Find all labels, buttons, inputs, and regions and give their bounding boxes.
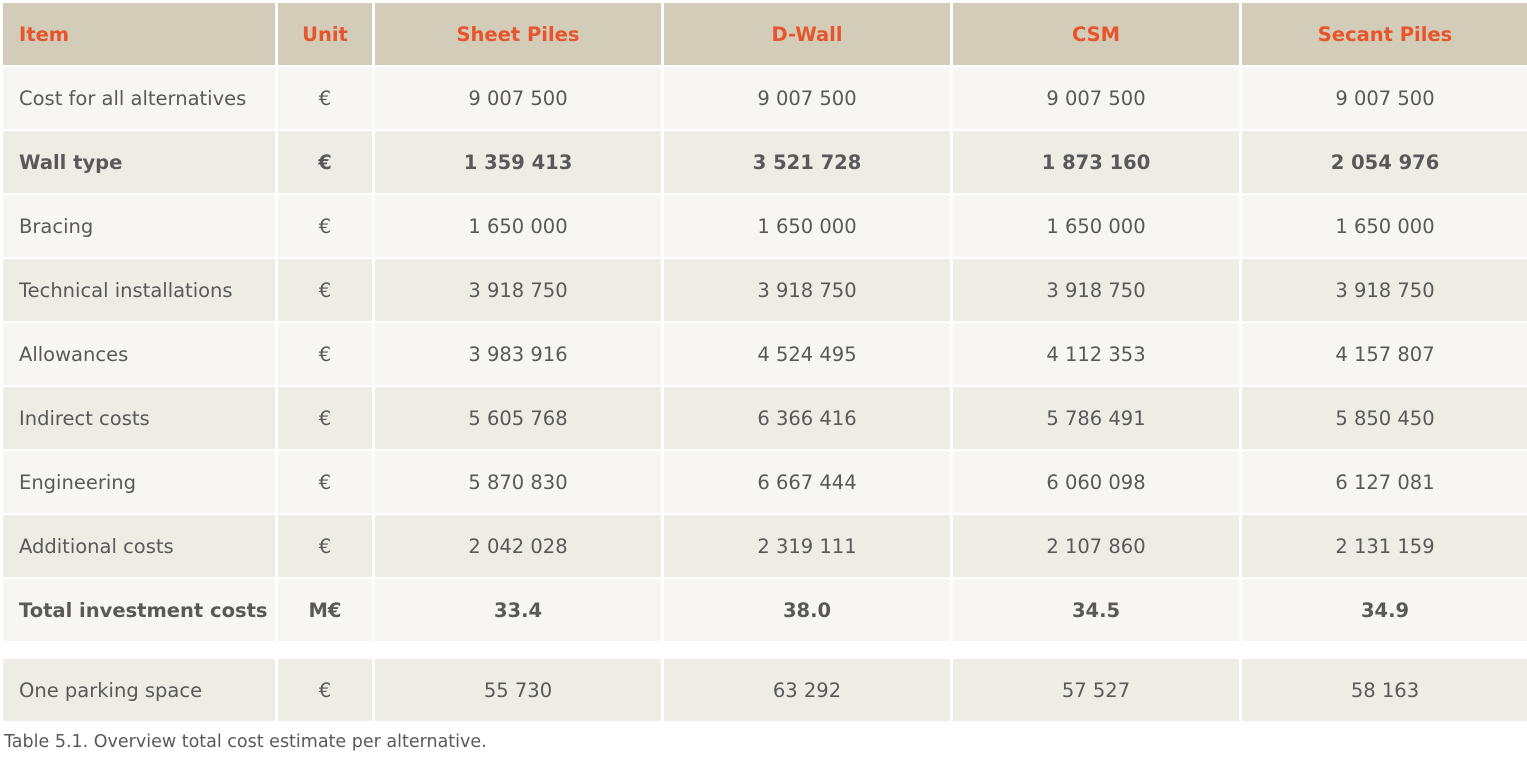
header-unit: Unit bbox=[278, 3, 372, 65]
table-caption: Table 5.1. Overview total cost estimate … bbox=[4, 732, 487, 752]
row-value-cell: 3 918 750 bbox=[1242, 259, 1527, 321]
row-value-cell: 1 650 000 bbox=[375, 195, 661, 257]
row-value-cell: 1 650 000 bbox=[1242, 195, 1527, 257]
row-value-cell: 3 983 916 bbox=[375, 323, 661, 385]
row-item-label: One parking space bbox=[3, 659, 275, 721]
row-value-cell: 2 054 976 bbox=[1242, 131, 1527, 193]
table-header-row: Item Unit Sheet Piles D-Wall CSM Secant … bbox=[3, 3, 1527, 65]
row-value-cell: 6 667 444 bbox=[664, 451, 950, 513]
row-value-cell: 9 007 500 bbox=[375, 67, 661, 129]
row-value-cell: 5 850 450 bbox=[1242, 387, 1527, 449]
row-item-label: Total investment costs bbox=[3, 579, 275, 641]
spacer-cell bbox=[1242, 643, 1527, 657]
table-row: Cost for all alternatives €9 007 500 9 007… bbox=[3, 67, 1527, 129]
row-value-cell: 1 650 000 bbox=[953, 195, 1239, 257]
row-value-cell: 6 366 416 bbox=[664, 387, 950, 449]
row-value-cell: 57 527 bbox=[953, 659, 1239, 721]
table-row: Total investment costs M€ 33.4 38.0 34.5 34.9 bbox=[3, 579, 1527, 641]
row-unit: € bbox=[278, 195, 372, 257]
row-value-cell: 5 605 768 bbox=[375, 387, 661, 449]
row-value-cell: 1 359 413 bbox=[375, 131, 661, 193]
row-unit: € bbox=[278, 659, 372, 721]
table-row: Allowances €3 983 916 4 524 495 4 112 353 4 … bbox=[3, 323, 1527, 385]
header-sheet-piles: Sheet Piles bbox=[375, 3, 661, 65]
row-value-cell: 6 060 098 bbox=[953, 451, 1239, 513]
row-value-cell: 3 918 750 bbox=[664, 259, 950, 321]
spacer-cell bbox=[3, 643, 275, 657]
table-row: Additional costs €2 042 028 2 319 111 2 107… bbox=[3, 515, 1527, 577]
row-unit: € bbox=[278, 131, 372, 193]
row-value-cell: 5 870 830 bbox=[375, 451, 661, 513]
row-value-cell: 38.0 bbox=[664, 579, 950, 641]
row-value-cell: 63 292 bbox=[664, 659, 950, 721]
row-unit: € bbox=[278, 259, 372, 321]
row-item-label: Allowances bbox=[3, 323, 275, 385]
row-value-cell: 3 918 750 bbox=[375, 259, 661, 321]
row-unit: M€ bbox=[278, 579, 372, 641]
row-item-label: Indirect costs bbox=[3, 387, 275, 449]
row-value-cell: 2 131 159 bbox=[1242, 515, 1527, 577]
row-item-label: Technical installations bbox=[3, 259, 275, 321]
row-value-cell: 1 650 000 bbox=[664, 195, 950, 257]
row-value-cell: 33.4 bbox=[375, 579, 661, 641]
header-csm: CSM bbox=[953, 3, 1239, 65]
row-value-cell: 4 112 353 bbox=[953, 323, 1239, 385]
row-item-label: Engineering bbox=[3, 451, 275, 513]
spacer-cell bbox=[278, 643, 372, 657]
row-item-label: Additional costs bbox=[3, 515, 275, 577]
table-row: Technical installations €3 918 750 3 918 7… bbox=[3, 259, 1527, 321]
table-row: Indirect costs €5 605 768 6 366 416 5 786 4… bbox=[3, 387, 1527, 449]
row-unit: € bbox=[278, 323, 372, 385]
row-unit: € bbox=[278, 451, 372, 513]
row-unit: € bbox=[278, 67, 372, 129]
row-value-cell: 2 042 028 bbox=[375, 515, 661, 577]
spacer-cell bbox=[953, 643, 1239, 657]
header-item: Item bbox=[3, 3, 275, 65]
row-unit: € bbox=[278, 387, 372, 449]
cost-estimate-table: Item Unit Sheet Piles D-Wall CSM Secant … bbox=[0, 1, 1527, 723]
row-value-cell: 55 730 bbox=[375, 659, 661, 721]
row-value-cell: 9 007 500 bbox=[1242, 67, 1527, 129]
row-value-cell: 58 163 bbox=[1242, 659, 1527, 721]
row-item-label: Bracing bbox=[3, 195, 275, 257]
row-value-cell: 4 524 495 bbox=[664, 323, 950, 385]
table-row: Engineering €5 870 830 6 667 444 6 060 098 6… bbox=[3, 451, 1527, 513]
table-row: One parking space €55 730 63 292 57 527 58 1… bbox=[3, 659, 1527, 721]
header-secant-piles: Secant Piles bbox=[1242, 3, 1527, 65]
row-value-cell: 5 786 491 bbox=[953, 387, 1239, 449]
table-spacer bbox=[3, 643, 1527, 657]
row-item-label: Wall type bbox=[3, 131, 275, 193]
row-unit: € bbox=[278, 515, 372, 577]
spacer-cell bbox=[375, 643, 661, 657]
row-value-cell: 2 319 111 bbox=[664, 515, 950, 577]
row-value-cell: 34.9 bbox=[1242, 579, 1527, 641]
spacer-cell bbox=[664, 643, 950, 657]
table-row: Bracing €1 650 000 1 650 000 1 650 000 1 650… bbox=[3, 195, 1527, 257]
row-value-cell: 9 007 500 bbox=[953, 67, 1239, 129]
row-value-cell: 4 157 807 bbox=[1242, 323, 1527, 385]
row-value-cell: 2 107 860 bbox=[953, 515, 1239, 577]
header-d-wall: D-Wall bbox=[664, 3, 950, 65]
row-value-cell: 1 873 160 bbox=[953, 131, 1239, 193]
row-value-cell: 6 127 081 bbox=[1242, 451, 1527, 513]
row-value-cell: 3 918 750 bbox=[953, 259, 1239, 321]
row-value-cell: 9 007 500 bbox=[664, 67, 950, 129]
table-row: Wall type €1 359 413 3 521 728 1 873 160 2 0… bbox=[3, 131, 1527, 193]
row-value-cell: 34.5 bbox=[953, 579, 1239, 641]
row-item-label: Cost for all alternatives bbox=[3, 67, 275, 129]
row-value-cell: 3 521 728 bbox=[664, 131, 950, 193]
